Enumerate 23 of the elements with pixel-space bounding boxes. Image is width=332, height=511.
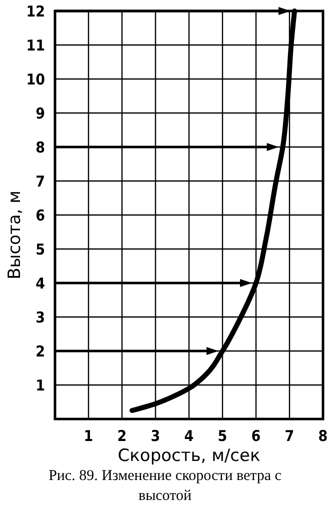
y-axis-title: Высота, м (5, 190, 25, 280)
x-tick-label: 5 (218, 427, 228, 445)
y-tick-label: 5 (36, 240, 45, 258)
x-tick-label: 4 (184, 427, 194, 445)
y-tick-label: 9 (36, 104, 45, 122)
x-tick-label: 6 (251, 427, 261, 445)
y-tick-label: 12 (26, 2, 45, 20)
y-tick-label: 10 (26, 70, 45, 88)
text: Рис. 89. Изменение скорости ветра с высотой (48, 467, 282, 506)
y-tick-label: 7 (36, 172, 45, 190)
y-tick-label: 2 (36, 342, 45, 360)
x-tick-label: 3 (150, 427, 160, 445)
x-tick-label: 1 (84, 427, 94, 445)
y-tick-label: 1 (36, 376, 45, 394)
y-tick-label: 4 (36, 274, 45, 292)
y-tick-label: 6 (36, 206, 45, 224)
y-tick-label: 3 (36, 308, 45, 326)
x-tick-label: 2 (117, 427, 127, 445)
x-tick-label: 8 (318, 427, 328, 445)
y-tick-label: 11 (26, 36, 45, 54)
x-tick-label: 7 (284, 427, 294, 445)
x-axis-title: Скорость, м/сек (118, 446, 260, 466)
y-tick-label: 8 (36, 138, 45, 156)
